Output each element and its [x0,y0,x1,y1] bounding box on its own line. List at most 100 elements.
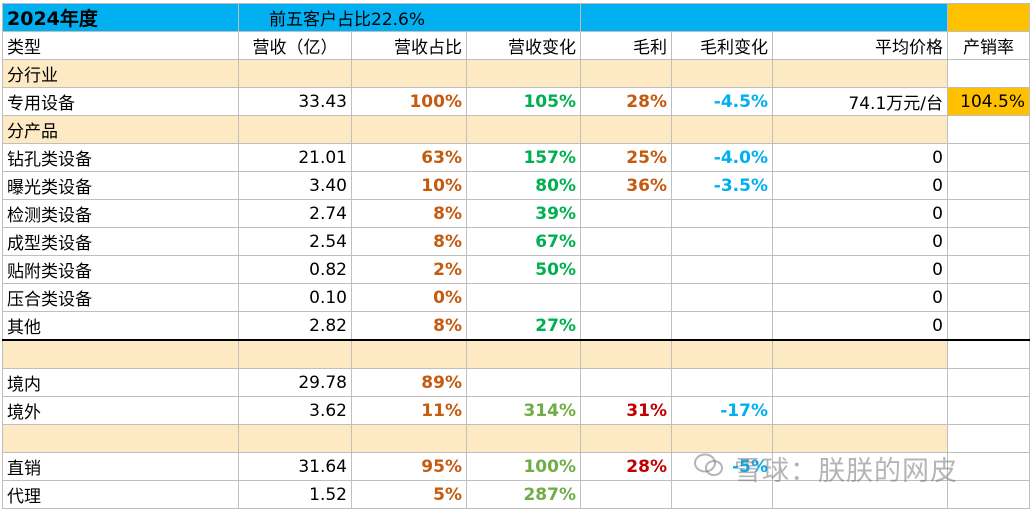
row-share: 95% [351,452,467,481]
section-product: 分产品 [2,115,1030,144]
row-revenue: 2.74 [238,199,352,228]
row-share: 10% [351,171,467,200]
row-margin [580,368,672,397]
row-name: 贴附类设备 [2,255,239,284]
row-revenue: 1.52 [238,480,352,509]
row-price: 74.1万元/台 [772,87,948,116]
top-customers-note: 前五客户占比22.6% [238,3,581,32]
table-row: 专用设备 33.43 100% 105% 28% -4.5% 74.1万元/台 … [2,87,1030,116]
row-name: 压合类设备 [2,283,239,312]
table-row: 贴附类设备 0.82 2% 50% 0 [2,255,1030,284]
row-name: 境外 [2,396,239,425]
row-price: 0 [772,143,948,172]
row-revenue: 2.82 [238,311,352,341]
row-revenue: 31.64 [238,452,352,481]
wechat-icon [694,453,723,476]
header-share: 营收占比 [351,31,467,60]
title-filler [580,3,948,32]
row-margin [580,311,672,341]
row-change: 50% [466,255,581,284]
row-margin [580,227,672,256]
row-margin-change: -17% [671,396,773,425]
row-revenue: 3.40 [238,171,352,200]
row-margin-change [671,227,773,256]
row-margin-change [671,311,773,341]
row-price: 0 [772,171,948,200]
row-name: 其他 [2,311,239,341]
row-margin: 36% [580,171,672,200]
row-revenue: 2.54 [238,227,352,256]
row-change [466,368,581,397]
section-industry: 分行业 [2,59,1030,88]
row-margin-change [671,368,773,397]
row-price: 0 [772,311,948,341]
row-name: 境内 [2,368,239,397]
table-row: 境内 29.78 89% [2,368,1030,397]
title-gold-cell [947,3,1030,32]
row-price: 0 [772,199,948,228]
section-label: 分产品 [2,115,239,144]
row-price: 0 [772,283,948,312]
row-share: 11% [351,396,467,425]
row-share: 63% [351,143,467,172]
row-share: 89% [351,368,467,397]
row-revenue: 3.62 [238,396,352,425]
row-margin [580,199,672,228]
table-row: 其他 2.82 8% 27% 0 [2,311,1030,341]
table-row: 成型类设备 2.54 8% 67% 0 [2,227,1030,256]
row-margin: 28% [580,452,672,481]
row-margin-change: -4.5% [671,87,773,116]
row-share: 8% [351,227,467,256]
header-price: 平均价格 [772,31,948,60]
row-name: 钻孔类设备 [2,143,239,172]
row-margin [580,255,672,284]
row-change: 105% [466,87,581,116]
row-share: 100% [351,87,467,116]
row-margin-change: -3.5% [671,171,773,200]
header-change: 营收变化 [466,31,581,60]
row-margin-change [671,199,773,228]
title-row: 2024年度 前五客户占比22.6% [2,3,1030,32]
section-channel [2,424,1030,453]
row-change: 67% [466,227,581,256]
row-revenue: 0.10 [238,283,352,312]
row-margin [580,283,672,312]
row-name: 检测类设备 [2,199,239,228]
row-revenue: 29.78 [238,368,352,397]
row-margin-change [671,255,773,284]
row-name: 成型类设备 [2,227,239,256]
row-name: 直销 [2,452,239,481]
row-share: 0% [351,283,467,312]
row-change [466,283,581,312]
row-margin-change: -4.0% [671,143,773,172]
section-label: 分行业 [2,59,239,88]
row-change: 27% [466,311,581,341]
header-rate: 产销率 [947,31,1030,60]
header-margin: 毛利 [580,31,672,60]
row-revenue: 0.82 [238,255,352,284]
header-revenue: 营收（亿） [238,31,352,60]
row-revenue: 21.01 [238,143,352,172]
row-revenue: 33.43 [238,87,352,116]
row-change: 314% [466,396,581,425]
row-change: 100% [466,452,581,481]
row-margin: 31% [580,396,672,425]
row-margin [580,480,672,509]
year-title: 2024年度 [2,3,239,32]
row-name: 专用设备 [2,87,239,116]
financial-table: 2024年度 前五客户占比22.6% 类型 营收（亿） 营收占比 营收变化 毛利… [2,3,1030,509]
row-change: 157% [466,143,581,172]
table-row: 代理 1.52 5% 287% [2,480,1030,509]
table-row: 曝光类设备 3.40 10% 80% 36% -3.5% 0 [2,171,1030,200]
row-share: 2% [351,255,467,284]
table-row: 钻孔类设备 21.01 63% 157% 25% -4.0% 0 [2,143,1030,172]
section-region [2,339,1030,369]
row-name: 曝光类设备 [2,171,239,200]
row-change: 80% [466,171,581,200]
header-row: 类型 营收（亿） 营收占比 营收变化 毛利 毛利变化 平均价格 产销率 [2,31,1030,60]
row-price: 0 [772,227,948,256]
row-change: 39% [466,199,581,228]
watermark: 雪球：朕朕的网皮 [734,456,958,487]
row-share: 5% [351,480,467,509]
row-price: 0 [772,255,948,284]
